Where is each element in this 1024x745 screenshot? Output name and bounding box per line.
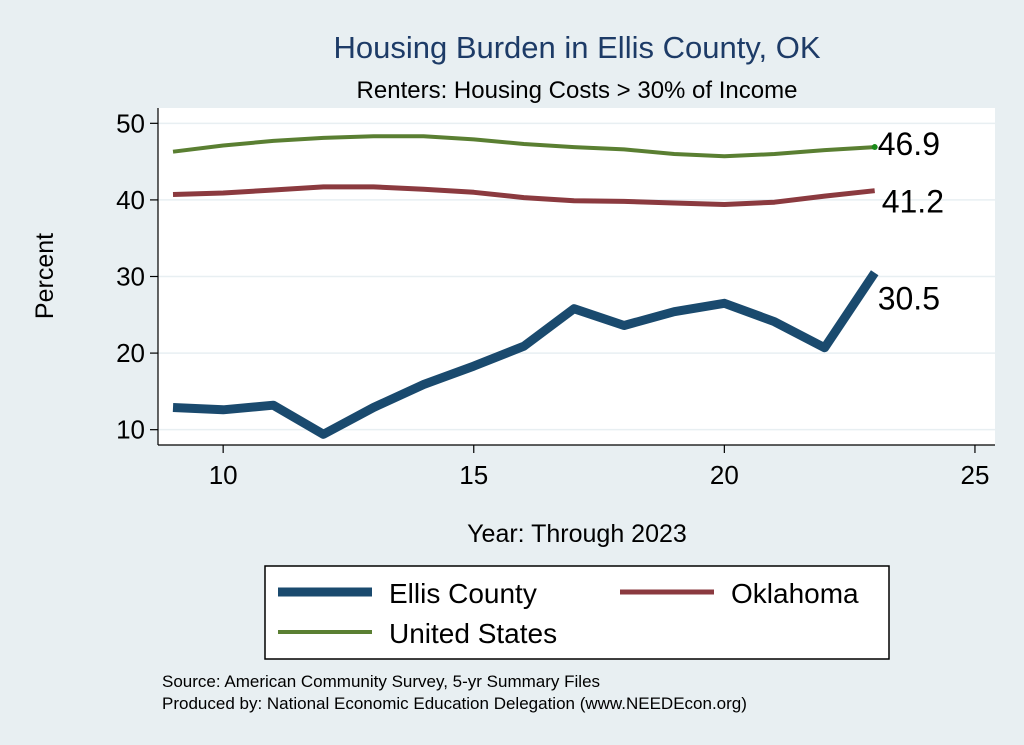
end-marker-united-states [871, 144, 878, 151]
x-tick-label: 15 [459, 460, 488, 490]
legend: Ellis County Oklahoma United States [264, 565, 890, 660]
y-axis-label: Percent [31, 233, 59, 319]
axes: 10 20 30 40 50 10 15 20 25 [116, 108, 995, 490]
end-labels: 30.5 41.2 46.9 [871, 126, 944, 317]
end-label-ellis-county: 30.5 [878, 281, 940, 317]
y-tick-label: 10 [116, 415, 145, 445]
source-note: Source: American Community Survey, 5-yr … [162, 672, 600, 691]
x-tick-label: 25 [960, 460, 989, 490]
y-tick-label: 30 [116, 262, 145, 292]
end-label-oklahoma: 41.2 [882, 184, 944, 220]
x-tick-label: 20 [710, 460, 739, 490]
series-line-oklahoma [172, 184, 875, 207]
y-tick-label: 40 [116, 185, 145, 215]
produced-by-note: Produced by: National Economic Education… [162, 694, 747, 713]
x-tick-label: 10 [209, 460, 238, 490]
legend-label-united-states: United States [389, 618, 557, 649]
y-tick-label: 50 [116, 108, 145, 138]
end-label-united-states: 46.9 [878, 126, 940, 162]
x-axis-label: Year: Through 2023 [467, 520, 687, 548]
chart-title: Housing Burden in Ellis County, OK [333, 30, 820, 65]
legend-label-ellis-county: Ellis County [389, 578, 537, 609]
legend-label-oklahoma: Oklahoma [731, 578, 859, 609]
y-tick-label: 20 [116, 338, 145, 368]
legend-box [264, 565, 890, 660]
chart-subtitle: Renters: Housing Costs > 30% of Income [357, 77, 798, 104]
series-line-united-states [172, 134, 875, 159]
series-line-ellis-county [172, 270, 879, 439]
series-lines [172, 134, 879, 439]
